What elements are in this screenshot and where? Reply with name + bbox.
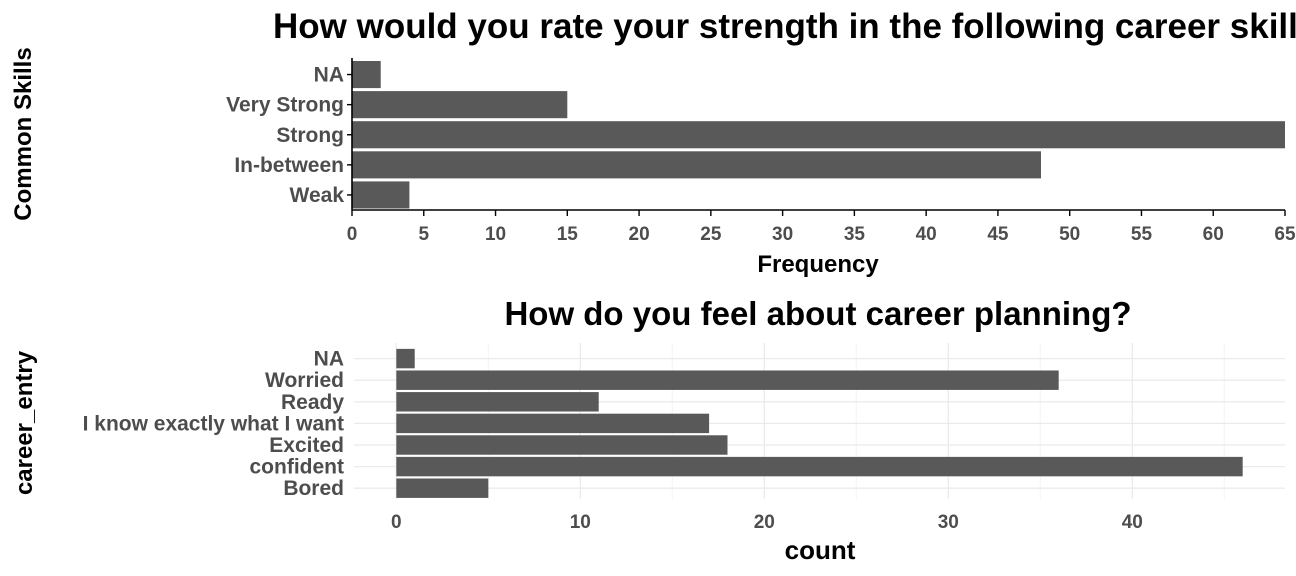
skills-x-tick-label: 20: [629, 224, 650, 245]
skills-bar-weak: [352, 181, 410, 209]
planning-bar-ready: [396, 392, 599, 412]
planning-bar-bored: [396, 478, 489, 498]
skills-bar-strong: [352, 121, 1285, 149]
planning-x-axis-label: count: [785, 535, 856, 565]
skills-x-tick-label: 55: [1131, 224, 1153, 245]
planning-x-tick-label: 10: [570, 512, 591, 533]
planning-bar-excited: [396, 435, 728, 455]
planning-category-label: confident: [250, 456, 345, 479]
skills-x-tick-label: 5: [418, 224, 429, 245]
skills-x-tick-label: 15: [557, 224, 579, 245]
skills-x-tick-label: 40: [916, 224, 937, 245]
skills-bar-in-between: [352, 151, 1041, 179]
planning-chart-title: How do you feel about career planning?: [504, 295, 1131, 332]
skills-bar-very-strong: [352, 91, 568, 119]
skills-x-tick-label: 25: [700, 224, 722, 245]
planning-x-tick-label: 30: [938, 512, 959, 533]
skills-category-label: Very Strong: [226, 94, 344, 117]
planning-y-axis-label: career_entry: [11, 350, 38, 495]
skills-category-label: Strong: [276, 124, 344, 147]
planning-category-label: NA: [314, 348, 344, 371]
skills-y-axis-label: Common Skills: [10, 47, 37, 220]
skills-x-tick-label: 30: [772, 224, 793, 245]
planning-x-tick-label: 20: [754, 512, 775, 533]
planning-category-label: Worried: [265, 369, 344, 392]
skills-x-tick-label: 65: [1274, 224, 1296, 245]
skills-category-label: In-between: [234, 154, 344, 177]
planning-x-tick-label: 0: [391, 512, 402, 533]
planning-category-label: Ready: [281, 391, 344, 414]
skills-x-tick-label: 45: [987, 224, 1009, 245]
skills-category-label: NA: [314, 64, 344, 87]
skills-x-tick-label: 0: [347, 224, 358, 245]
planning-bar-i-know-exactly-what-i-want: [396, 413, 710, 434]
skills-category-label: Weak: [290, 184, 345, 207]
skills-chart-title: How would you rate your strength in the …: [273, 7, 1296, 46]
planning-bar-confident: [396, 456, 1243, 477]
skills-bar-na: [352, 61, 381, 89]
skills-x-tick-label: 10: [485, 224, 506, 245]
skills-x-tick-label: 50: [1059, 224, 1080, 245]
skills-x-tick-label: 60: [1203, 224, 1224, 245]
skills-x-tick-label: 35: [844, 224, 866, 245]
skills-x-axis-label: Frequency: [757, 251, 879, 278]
planning-category-label: Excited: [269, 434, 344, 457]
planning-bar-worried: [396, 370, 1059, 390]
skills-chart: Weak In-between Strong Very Strong NA 0 5 10 15…: [10, 7, 1296, 278]
planning-category-label: I know exactly what I want: [83, 412, 344, 435]
planning-x-tick-label: 40: [1122, 512, 1143, 533]
planning-category-label: Bored: [283, 477, 344, 500]
planning-bar-na: [396, 348, 415, 369]
